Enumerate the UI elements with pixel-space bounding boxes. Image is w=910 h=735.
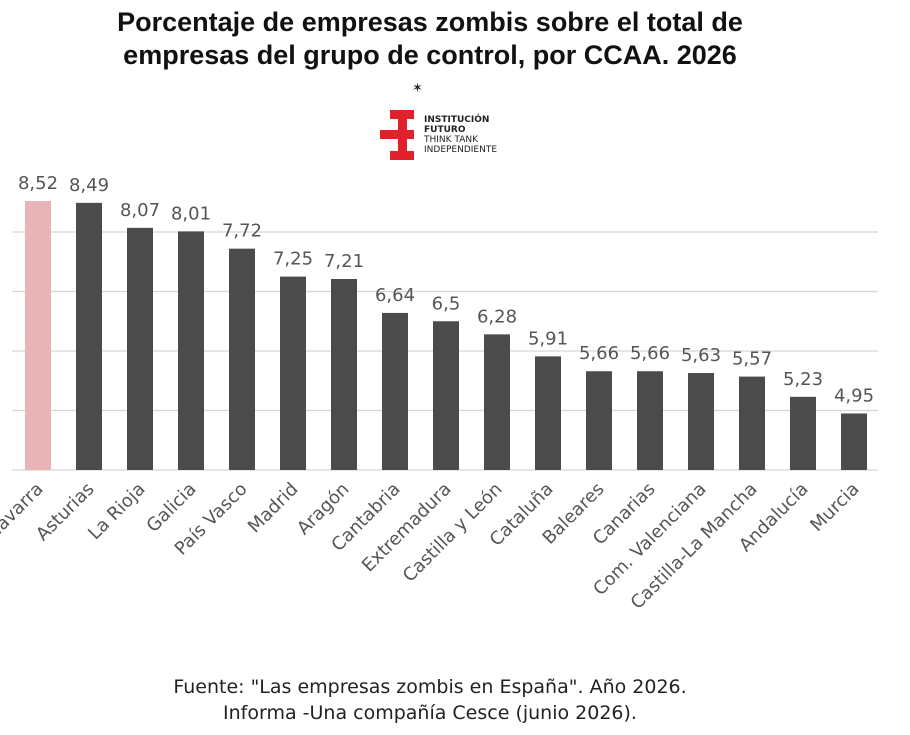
- bar: [637, 371, 663, 470]
- bar: [127, 227, 153, 470]
- data-label: 5,91: [528, 328, 568, 349]
- source-note: Fuente: "Las empresas zombis en España".…: [0, 674, 860, 726]
- logo-text-line-3: THINK TANK: [424, 135, 479, 145]
- logo-bar-mid: [380, 130, 414, 139]
- logo-text: INSTITUCIÓN FUTURO THINK TANK INDEPENDIE…: [424, 115, 497, 155]
- data-label: 8,49: [69, 175, 109, 196]
- institucion-futuro-logo: INSTITUCIÓN FUTURO THINK TANK INDEPENDIE…: [380, 110, 510, 162]
- data-label: 5,63: [681, 345, 721, 366]
- data-label: 5,66: [579, 343, 619, 364]
- bar: [76, 202, 102, 470]
- logo-mark-icon: [380, 110, 414, 160]
- chart-title-line-2: empresas del grupo de control, por CCAA.…: [123, 40, 737, 70]
- chart-title: Porcentaje de empresas zombis sobre el t…: [0, 6, 860, 72]
- data-label: 7,21: [324, 251, 364, 272]
- logo-text-line-2: FUTURO: [424, 125, 466, 135]
- bar: [331, 279, 357, 470]
- logo-stem: [398, 110, 407, 160]
- bar: [688, 373, 714, 470]
- category-label: Murcia: [806, 479, 863, 536]
- bar: [280, 276, 306, 470]
- data-label: 6,64: [375, 285, 415, 306]
- bar: [841, 413, 867, 470]
- data-label: 8,52: [18, 173, 58, 194]
- bar: [433, 321, 459, 470]
- data-label: 5,66: [630, 343, 670, 364]
- category-label: Extremadura: [358, 479, 456, 577]
- bar: [25, 201, 51, 470]
- bar: [229, 248, 255, 470]
- data-label: 7,72: [222, 221, 262, 242]
- chart-title-line-1: Porcentaje de empresas zombis sobre el t…: [117, 7, 743, 37]
- data-label: 6,28: [477, 306, 517, 327]
- data-label: 5,57: [732, 349, 772, 370]
- bar: [535, 356, 561, 470]
- category-label: La Rioja: [84, 479, 149, 544]
- bar: [484, 334, 510, 470]
- category-label: Madrid: [244, 479, 303, 538]
- star-icon: ✶: [412, 80, 423, 95]
- bar: [739, 376, 765, 470]
- data-label: 6,5: [432, 293, 461, 314]
- bar: [382, 312, 408, 470]
- bar: [790, 396, 816, 470]
- source-note-line-2: Informa -Una compañía Cesce (junio 2026)…: [223, 702, 637, 724]
- data-label: 8,07: [120, 200, 160, 221]
- logo-text-line-1: INSTITUCIÓN: [424, 115, 490, 125]
- source-note-line-1: Fuente: "Las empresas zombis en España".…: [173, 676, 687, 698]
- data-label: 8,01: [171, 203, 211, 224]
- data-label: 4,95: [834, 385, 874, 406]
- data-label: 5,23: [783, 369, 823, 390]
- logo-text-line-4: INDEPENDIENTE: [424, 145, 498, 155]
- bar: [178, 231, 204, 470]
- data-label: 7,25: [273, 249, 313, 270]
- bar: [586, 371, 612, 470]
